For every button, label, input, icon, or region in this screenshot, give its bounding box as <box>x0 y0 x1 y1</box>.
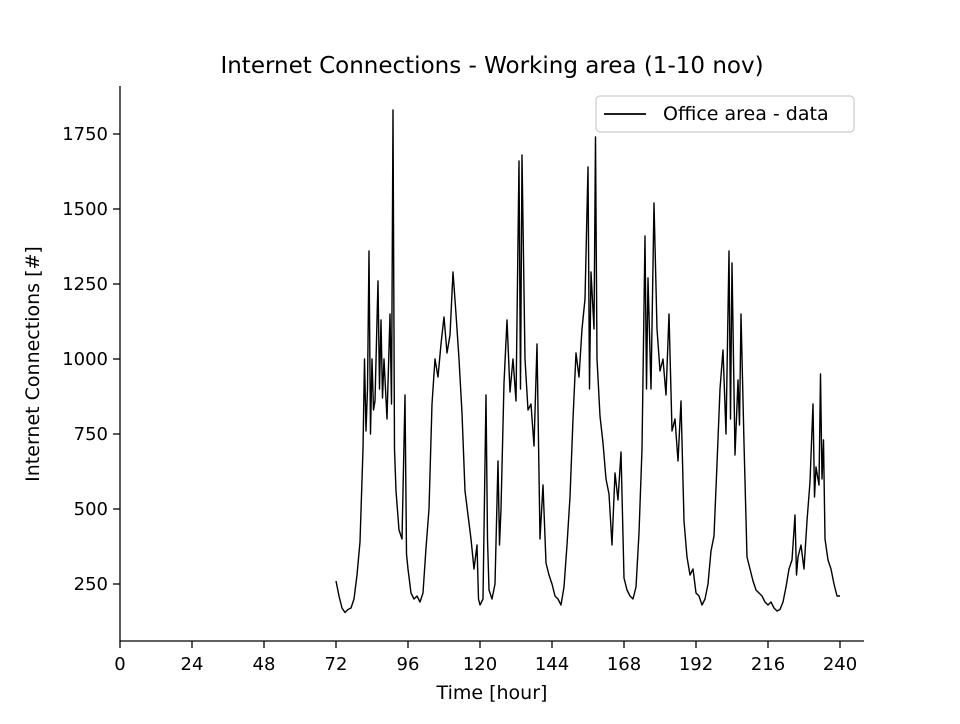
x-axis-ticks: 0 24 48 72 96 120 144 168 192 216 240 <box>114 641 857 675</box>
legend-label: Office area - data <box>663 103 829 125</box>
y-tick-label: 1750 <box>62 124 108 145</box>
x-axis-title: Time [hour] <box>436 682 548 704</box>
y-tick-label: 1500 <box>62 199 108 220</box>
x-tick-label: 96 <box>397 654 420 675</box>
y-tick-label: 500 <box>74 499 108 520</box>
x-tick-label: 120 <box>463 654 497 675</box>
x-tick-label: 48 <box>253 654 276 675</box>
series-layer <box>335 109 840 614</box>
chart-title: Internet Connections - Working area (1-1… <box>220 53 763 79</box>
x-tick-label: 144 <box>535 654 569 675</box>
y-tick-label: 250 <box>74 574 108 595</box>
y-tick-label: 1000 <box>62 349 108 370</box>
y-axis-ticks: 250 500 750 1000 1250 1500 1750 <box>62 124 120 595</box>
legend: Office area - data <box>595 95 855 133</box>
x-tick-label: 216 <box>751 654 785 675</box>
x-tick-label: 72 <box>325 654 348 675</box>
y-tick-label: 750 <box>74 424 108 445</box>
y-tick-label: 1250 <box>62 274 108 295</box>
x-tick-label: 0 <box>114 654 125 675</box>
legend-box <box>595 95 855 133</box>
series-line <box>335 109 840 614</box>
x-tick-label: 168 <box>607 654 641 675</box>
x-tick-label: 192 <box>679 654 713 675</box>
x-tick-label: 240 <box>823 654 857 675</box>
x-tick-label: 24 <box>181 654 204 675</box>
y-axis-title: Internet Connections [#] <box>22 246 44 482</box>
